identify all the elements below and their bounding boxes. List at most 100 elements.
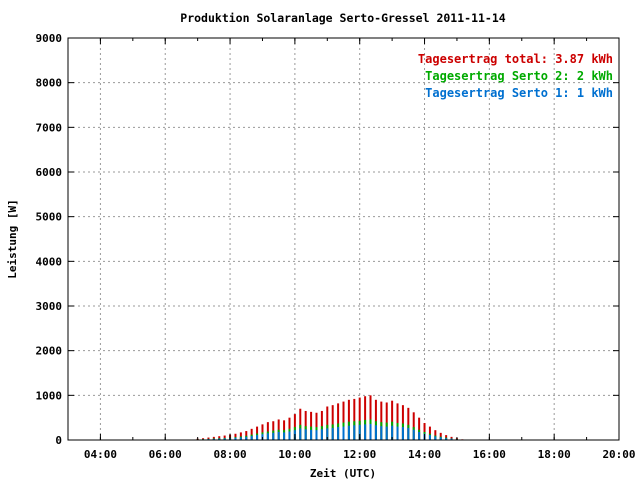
legend-value: 1 kWh [577,86,613,100]
bar-serto-1 [212,438,215,440]
y-tick-label: 8000 [36,77,63,90]
x-tick-label: 18:00 [538,448,571,461]
bar-total [218,436,221,440]
bar-total [315,412,318,440]
x-axis-label: Zeit (UTC) [310,467,376,480]
y-tick-label: 5000 [36,211,63,224]
x-tick-label: 14:00 [408,448,441,461]
bar-total [418,417,421,440]
y-tick-label: 3000 [36,300,63,313]
x-tick-label: 08:00 [213,448,246,461]
bar-serto-1 [266,433,269,440]
legend-label: Tagesertrag Serto 2: [425,69,570,83]
bar-total [331,405,334,440]
y-tick-label: 6000 [36,166,63,179]
bar-serto-1 [277,431,280,440]
bar-serto-1 [288,431,291,440]
bar-serto-1 [342,426,345,440]
bar-serto-1 [347,425,350,440]
bar-serto-1 [250,435,253,440]
bar-total [364,396,367,440]
bar-serto-1 [353,425,356,440]
bar-serto-1 [412,429,415,440]
bar-total [385,402,388,440]
grid [68,38,619,440]
legend-entry: Tagesertrag total: 3.87 kWh [418,52,613,66]
bar-serto-1 [299,428,302,440]
bar-serto-1 [223,438,226,440]
x-tick-label: 04:00 [84,448,117,461]
bar-serto-1 [304,429,307,440]
bar-total [239,432,242,440]
y-tick-label: 2000 [36,345,63,358]
x-tick-label: 10:00 [278,448,311,461]
bar-serto-1 [385,426,388,440]
bar-serto-1 [369,423,372,440]
bar-total [234,433,237,440]
bar-total [245,431,248,440]
bar-total [401,405,404,440]
bar-total [223,435,226,440]
bar-total [250,428,253,440]
bar-total [347,399,350,440]
bar-total [450,436,453,440]
bar-serto-1 [358,424,361,440]
y-tick-label: 4000 [36,255,63,268]
bar-total [288,417,291,440]
x-axis: 04:00 06:00 08:00 10:00 12:00 14:00 16:00 18:00… [67,38,636,461]
bar-total [428,426,431,440]
y-tick-label: 1000 [36,389,63,402]
bar-serto-1 [439,437,442,440]
legend-entry: Tagesertrag Serto 2: 2 kWh [425,69,613,83]
legend-value: 2 kWh [577,69,613,83]
bar-serto-1 [272,432,275,440]
bar-serto-1 [218,438,221,440]
x-tick-label: 20:00 [602,448,635,461]
bar-total [380,401,383,440]
bar-total [439,432,442,440]
bar-total [299,408,302,440]
bar-total [434,430,437,440]
bar-serto-1 [418,431,421,440]
bar-total [320,410,323,440]
bar-serto-1 [364,424,367,440]
bar-serto-1 [450,438,453,440]
bar-serto-1 [283,432,286,440]
plot-frame [67,37,620,441]
bar-total [407,407,410,440]
x-tick-label: 06:00 [149,448,182,461]
bar-serto-1 [445,438,448,440]
bar-total [396,403,399,440]
chart-title: Produktion Solaranlage Serto-Gressel 201… [180,11,505,25]
legend-label: Tagesertrag Serto 1: [425,86,570,100]
bar-serto-1 [374,425,377,440]
bars [196,395,464,440]
bar-total [391,400,394,440]
legend-label: Tagesertrag total: [418,52,548,66]
x-tick-label: 12:00 [343,448,376,461]
bar-serto-1 [331,427,334,440]
y-axis: 0 1000 2000 3000 4000 5000 6000 7000 8000 9000 [36,32,619,447]
bar-serto-1 [401,427,404,440]
bar-total [374,399,377,440]
bar-serto-1 [380,426,383,440]
bar-serto-1 [396,426,399,440]
y-tick-label: 9000 [36,32,63,45]
bar-total [256,426,259,440]
bar-serto-1 [234,437,237,440]
bar-total [207,437,210,440]
bar-serto-1 [407,427,410,440]
bar-serto-1 [315,430,318,440]
bar-total [304,410,307,440]
bar-serto-1 [391,425,394,440]
bar-serto-1 [310,429,313,440]
bar-serto-1 [245,436,248,440]
legend: Tagesertrag total: 3.87 kWh Tagesertrag S… [418,52,613,100]
x-tick-label: 16:00 [473,448,506,461]
bar-serto-1 [428,435,431,440]
bar-total [369,395,372,440]
bar-serto-1 [337,427,340,440]
bar-serto-1 [326,428,329,440]
y-tick-label: 0 [55,434,62,447]
y-axis-label: Leistung [W] [6,199,19,278]
